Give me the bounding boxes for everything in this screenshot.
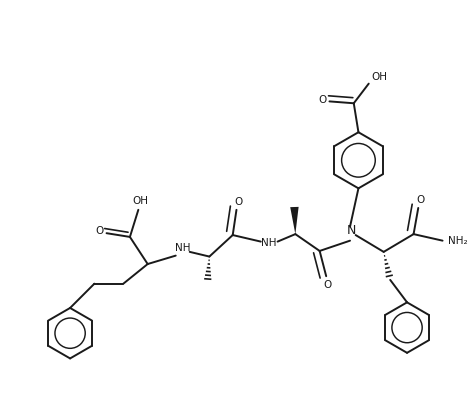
Text: O: O [235, 197, 243, 208]
Text: N: N [346, 224, 355, 237]
Text: O: O [319, 95, 327, 105]
Text: NH: NH [175, 243, 191, 253]
Text: NH: NH [261, 238, 277, 248]
Text: O: O [323, 279, 331, 290]
Text: O: O [95, 226, 104, 236]
Text: O: O [416, 195, 425, 205]
Text: OH: OH [133, 196, 149, 206]
Text: NH₂: NH₂ [448, 236, 467, 246]
Text: OH: OH [371, 72, 387, 82]
Polygon shape [290, 207, 299, 234]
